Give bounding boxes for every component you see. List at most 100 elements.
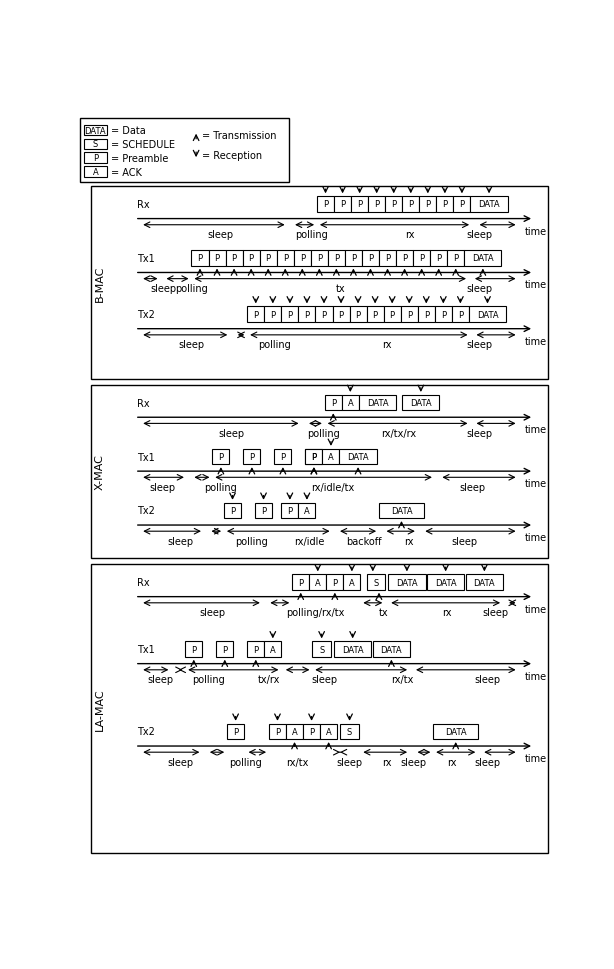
Bar (379, 503, 424, 518)
Text: P: P (311, 453, 316, 461)
Text: rx: rx (382, 340, 392, 350)
Text: P: P (385, 254, 390, 263)
Text: P: P (249, 453, 254, 461)
Text: P: P (374, 201, 379, 209)
Bar (298, 503, 316, 518)
Text: P: P (338, 310, 344, 319)
Bar (209, 251, 225, 266)
Bar (80, 119, 289, 182)
Text: P: P (321, 310, 327, 319)
Bar (388, 575, 426, 590)
Text: P: P (231, 254, 236, 263)
Text: sleep: sleep (451, 536, 477, 547)
Text: sleep: sleep (147, 674, 174, 685)
Text: sleep: sleep (179, 340, 204, 350)
Text: rx/idle/tx: rx/idle/tx (311, 483, 354, 492)
Text: sleep: sleep (207, 230, 233, 240)
Bar (367, 575, 385, 590)
Text: A: A (326, 727, 332, 736)
Text: tx/rx: tx/rx (258, 674, 280, 685)
Text: sleep: sleep (475, 757, 500, 767)
Bar (255, 503, 272, 518)
Text: polling: polling (192, 674, 225, 685)
Bar (419, 197, 437, 212)
Bar (274, 450, 292, 465)
Bar (91, 565, 548, 853)
Text: DATA: DATA (396, 578, 418, 587)
Text: tx: tx (379, 608, 389, 618)
Bar (243, 251, 260, 266)
Text: = ACK: = ACK (111, 168, 142, 177)
Text: polling: polling (204, 483, 237, 492)
Text: A: A (348, 398, 353, 408)
Text: A: A (93, 168, 98, 177)
Text: sleep: sleep (459, 483, 485, 492)
Bar (453, 197, 470, 212)
Bar (281, 307, 298, 323)
Text: DATA: DATA (391, 507, 412, 516)
Bar (84, 126, 107, 137)
Bar (466, 575, 503, 590)
Text: sleep: sleep (168, 536, 193, 547)
Bar (91, 386, 548, 558)
Text: = Reception: = Reception (202, 150, 262, 161)
Bar (385, 197, 402, 212)
Text: P: P (441, 310, 446, 319)
Text: sleep: sleep (467, 340, 493, 350)
Text: sleep: sleep (400, 757, 426, 767)
Text: Tx1: Tx1 (137, 453, 155, 462)
Bar (243, 450, 260, 465)
Bar (464, 251, 502, 266)
Text: P: P (391, 201, 396, 209)
Bar (342, 395, 359, 411)
Text: sleep: sleep (312, 674, 338, 685)
Text: sleep: sleep (149, 483, 175, 492)
Bar (322, 450, 340, 465)
Text: sleep: sleep (467, 428, 493, 439)
Text: P: P (458, 310, 463, 319)
Bar (469, 307, 506, 323)
Text: S: S (93, 141, 98, 149)
Text: P: P (317, 254, 322, 263)
Text: rx: rx (443, 608, 452, 618)
Bar (340, 724, 359, 739)
Text: rx/tx: rx/tx (391, 674, 413, 685)
Bar (309, 575, 326, 590)
Bar (433, 724, 478, 739)
Text: A: A (270, 644, 276, 654)
Text: P: P (222, 644, 227, 654)
Text: A: A (328, 453, 334, 461)
Text: time: time (525, 336, 547, 346)
Text: polling: polling (229, 757, 262, 767)
Bar (437, 197, 453, 212)
Bar (343, 575, 360, 590)
Bar (317, 197, 334, 212)
Bar (430, 251, 447, 266)
Bar (401, 307, 418, 323)
Text: DATA: DATA (381, 644, 402, 654)
Text: polling: polling (175, 284, 208, 294)
Bar (91, 187, 548, 379)
Text: P: P (419, 254, 424, 263)
Text: P: P (351, 254, 356, 263)
Text: DATA: DATA (445, 727, 467, 736)
Text: P: P (275, 727, 280, 736)
Bar (470, 197, 508, 212)
Text: P: P (331, 398, 336, 408)
Bar (452, 307, 469, 323)
Text: sleep: sleep (482, 608, 508, 618)
Text: rx/idle: rx/idle (294, 536, 324, 547)
Bar (349, 307, 367, 323)
Text: rx: rx (382, 757, 392, 767)
Text: P: P (305, 310, 309, 319)
Text: tx: tx (335, 284, 345, 294)
Text: S: S (373, 578, 378, 587)
Text: rx: rx (403, 536, 413, 547)
Text: P: P (442, 201, 448, 209)
Text: DATA: DATA (478, 201, 500, 209)
Bar (192, 251, 209, 266)
Text: time: time (525, 227, 547, 236)
Text: P: P (270, 310, 276, 319)
Bar (402, 197, 419, 212)
Bar (362, 251, 379, 266)
